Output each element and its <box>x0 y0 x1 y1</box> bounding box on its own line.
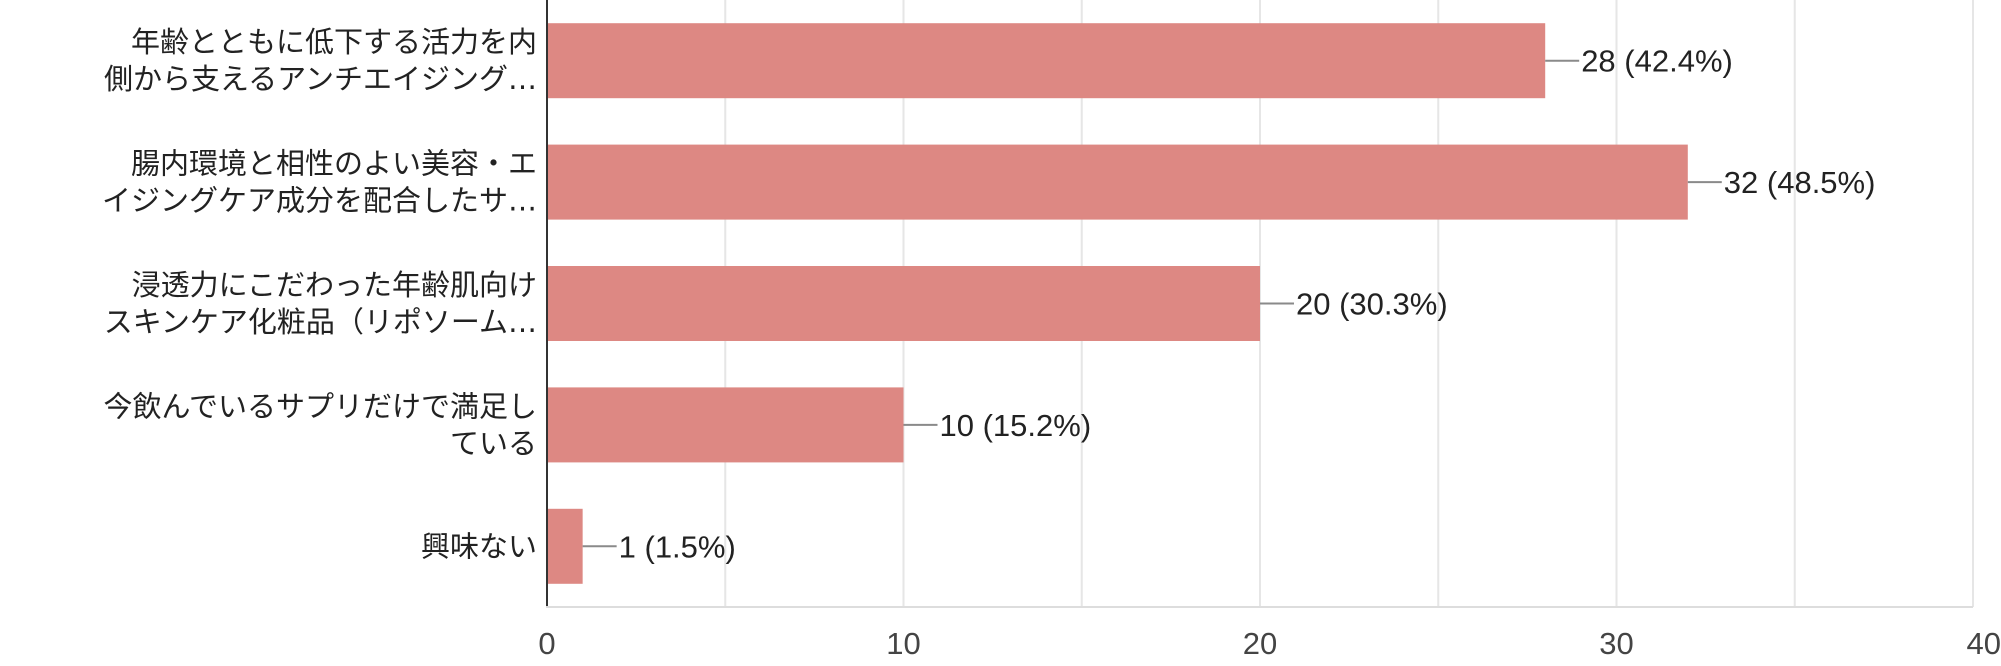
x-tick-label: 0 <box>538 626 555 661</box>
data-label: 20 (30.3%) <box>1296 287 1448 322</box>
x-tick-label: 30 <box>1599 626 1633 661</box>
category-label: 腸内環境と相性のよい美容・エ <box>131 147 537 181</box>
data-label: 1 (1.5%) <box>619 529 736 564</box>
data-label: 10 (15.2%) <box>940 408 1092 443</box>
category-label: 側から支えるアンチエイジング… <box>104 62 537 96</box>
category-label: 今飲んでいるサプリだけで満足し <box>103 389 537 423</box>
category-label: 浸透力にこだわった年齢肌向け <box>132 268 537 302</box>
category-label: イジングケア成分を配合したサ… <box>102 184 537 218</box>
bars <box>547 23 1688 584</box>
bar <box>547 266 1260 341</box>
category-label: 年齢とともに低下する活力を内 <box>131 25 537 59</box>
bar <box>547 144 1688 220</box>
bar <box>547 508 583 584</box>
x-tick-label: 20 <box>1243 626 1277 661</box>
category-label: スキンケア化粧品（リポソーム… <box>104 305 537 339</box>
axes <box>546 0 1973 608</box>
category-label: 興味ない <box>421 529 537 563</box>
x-tick-label: 10 <box>886 626 920 661</box>
data-label: 28 (42.4%) <box>1581 44 1733 79</box>
data-label: 32 (48.5%) <box>1724 165 1876 200</box>
bar <box>547 387 904 463</box>
x-tick-label: 40 <box>1967 626 2001 661</box>
category-label: ている <box>450 426 537 460</box>
bar <box>547 23 1546 99</box>
